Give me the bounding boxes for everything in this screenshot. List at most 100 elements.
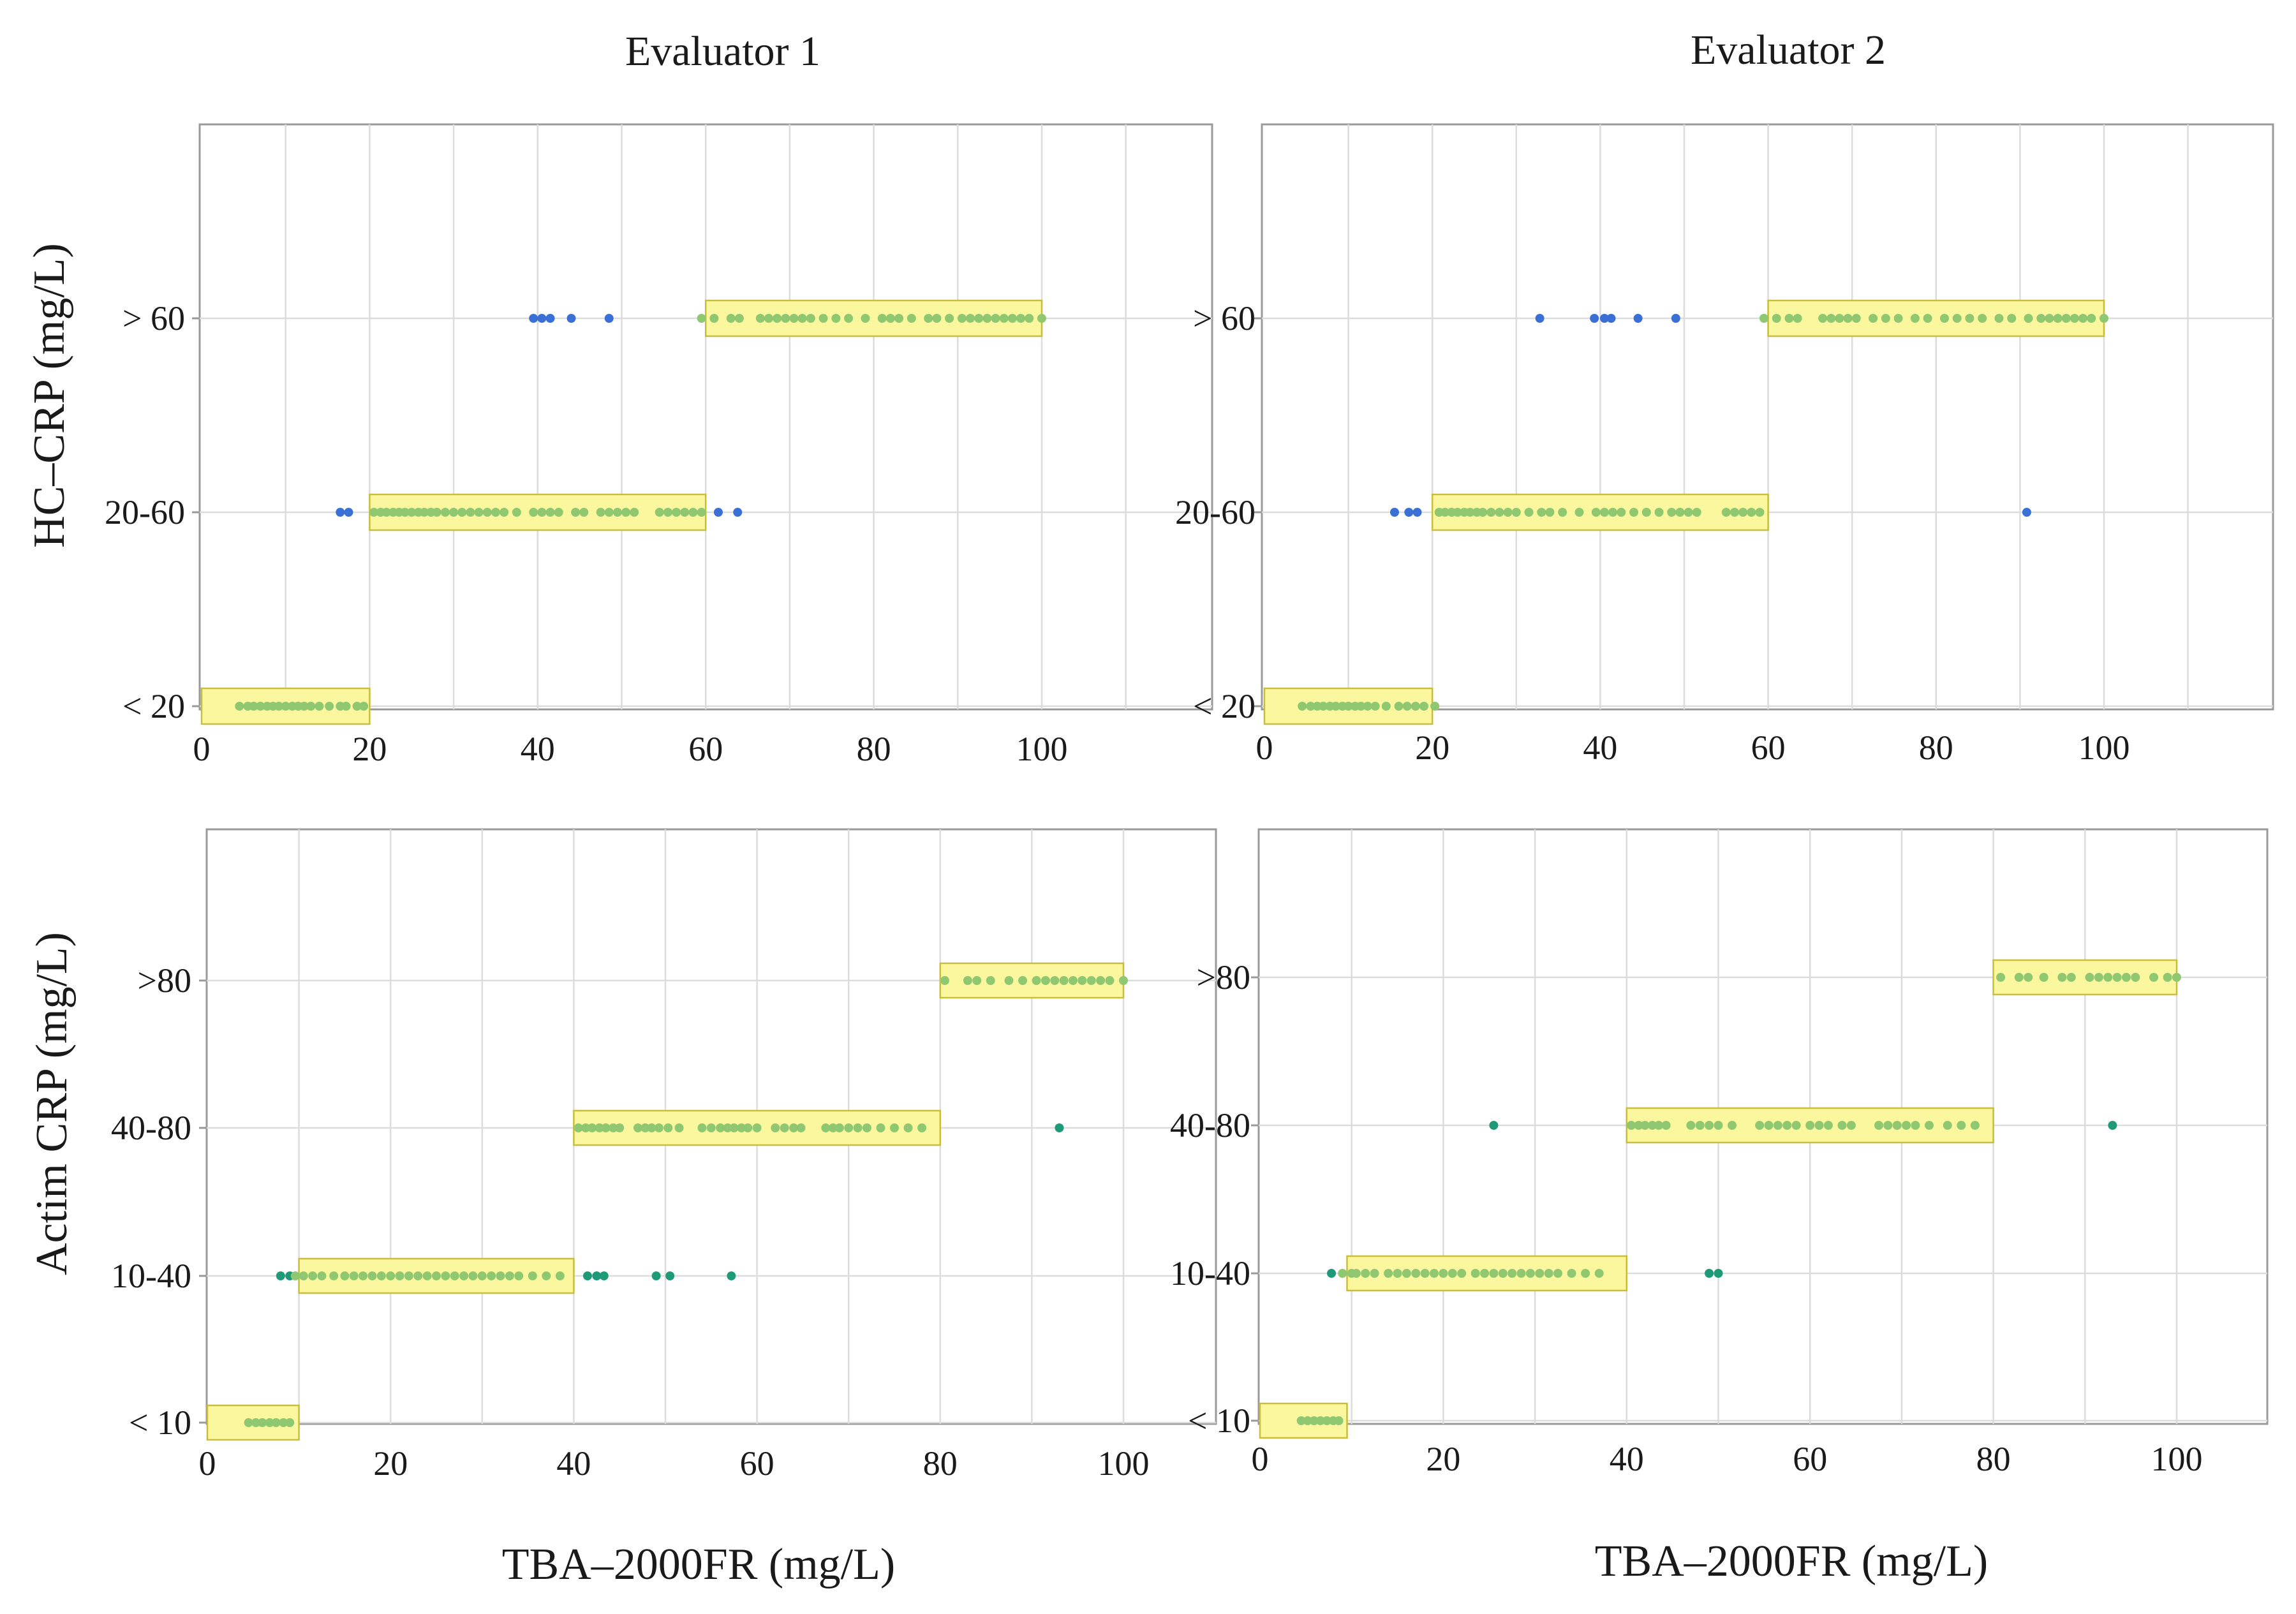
data-point-agree	[932, 314, 942, 323]
data-point-agree	[1032, 976, 1041, 985]
data-point-disagree	[529, 314, 538, 323]
data-point-agree	[2007, 314, 2017, 323]
data-point-agree	[1086, 976, 1096, 985]
data-point-agree	[487, 1271, 496, 1280]
x-tick-label: 40	[1610, 1440, 1644, 1478]
data-point-agree	[1096, 976, 1106, 985]
data-point-agree	[2121, 973, 2131, 982]
data-point-agree	[2163, 973, 2172, 982]
data-point-agree	[2024, 314, 2033, 323]
data-point-agree	[251, 1418, 261, 1427]
data-point-agree	[1402, 702, 1412, 711]
data-point-agree	[972, 976, 982, 985]
data-point-agree	[407, 508, 417, 517]
data-point-agree	[2085, 973, 2094, 982]
data-point-agree	[588, 1123, 597, 1132]
data-point-agree	[2014, 973, 2024, 982]
data-point-agree	[1344, 702, 1353, 711]
data-point-agree	[963, 976, 972, 985]
data-point-agree	[903, 1123, 913, 1132]
data-point-agree	[1306, 702, 1315, 711]
data-point-agree	[633, 1123, 642, 1132]
data-point-disagree	[1606, 314, 1616, 323]
y-tick-label: 20-60	[105, 493, 185, 531]
y-tick-label: 10-40	[1170, 1254, 1250, 1292]
data-point-agree	[1544, 1269, 1553, 1278]
data-point-agree	[907, 314, 916, 323]
data-point-agree	[1363, 702, 1372, 711]
data-point-agree	[1634, 1121, 1643, 1130]
data-point-disagree	[2108, 1121, 2117, 1130]
data-point-agree	[279, 1418, 288, 1427]
data-point-agree	[1411, 1269, 1421, 1278]
data-point-agree	[1837, 1121, 1847, 1130]
data-point-agree	[1814, 1121, 1824, 1130]
data-point-disagree	[1599, 314, 1609, 323]
data-point-agree	[876, 1123, 885, 1132]
data-point-agree	[734, 314, 744, 323]
data-point-agree	[496, 1271, 505, 1280]
data-point-agree	[999, 314, 1009, 323]
data-point-agree	[890, 1123, 899, 1132]
x-tick-label: 80	[1976, 1440, 2011, 1478]
data-point-agree	[422, 1271, 432, 1280]
data-point-agree	[2039, 973, 2048, 982]
data-point-agree	[609, 1123, 618, 1132]
data-point-agree	[1495, 508, 1504, 517]
data-point-disagree	[1590, 314, 1599, 323]
x-tick-label: 20	[1415, 729, 1449, 767]
data-point-agree	[844, 1123, 854, 1132]
y-tick-label: 40-80	[1170, 1106, 1250, 1144]
data-point-agree	[1334, 1416, 1344, 1425]
data-point-agree	[1338, 1269, 1347, 1278]
y-tick-label: 20-60	[1175, 493, 1255, 531]
data-point-agree	[2100, 314, 2108, 323]
x-tick-label: 0	[193, 730, 211, 768]
data-point-agree	[349, 1271, 359, 1280]
data-point-agree	[482, 508, 492, 517]
data-point-agree	[367, 1271, 377, 1280]
data-point-disagree	[727, 1271, 736, 1280]
data-point-agree	[1773, 1121, 1782, 1130]
data-point-agree	[341, 702, 351, 711]
data-point-agree	[271, 1418, 281, 1427]
data-point-agree	[1016, 314, 1026, 323]
data-point-agree	[359, 702, 369, 711]
data-point-agree	[1041, 976, 1050, 985]
data-point-agree	[1558, 508, 1567, 517]
column-title-evaluator-1: Evaluator 1	[625, 28, 820, 75]
data-point-agree	[1453, 508, 1462, 517]
data-point-agree	[449, 508, 459, 517]
data-point-agree	[1581, 1269, 1590, 1278]
data-point-agree	[615, 1123, 625, 1132]
data-point-agree	[737, 1123, 746, 1132]
data-point-agree	[781, 314, 790, 323]
data-point-agree	[1782, 1121, 1792, 1130]
data-point-disagree	[1633, 314, 1643, 323]
data-point-agree	[1498, 1269, 1507, 1278]
data-point-agree	[528, 1271, 537, 1280]
data-point-agree	[514, 1271, 524, 1280]
data-point-agree	[1826, 314, 1836, 323]
data-point-agree	[574, 1123, 583, 1132]
data-point-agree	[400, 508, 410, 517]
data-point-agree	[818, 314, 828, 323]
data-point-agree	[1018, 976, 1028, 985]
data-point-disagree	[1412, 508, 1422, 517]
data-point-agree	[1641, 508, 1651, 517]
data-point-agree	[274, 702, 284, 711]
data-point-agree	[1486, 508, 1496, 517]
data-point-agree	[308, 1271, 318, 1280]
data-point-agree	[595, 1123, 604, 1132]
data-point-agree	[290, 1271, 300, 1280]
x-tick-label: 20	[352, 730, 387, 768]
data-point-agree	[1448, 1269, 1457, 1278]
data-point-agree	[512, 508, 521, 517]
data-point-agree	[1970, 1121, 1980, 1130]
column-title-evaluator-2: Evaluator 2	[1691, 27, 1886, 73]
data-point-agree	[420, 508, 429, 517]
data-point-agree	[1893, 314, 1903, 323]
data-point-agree	[1489, 1269, 1499, 1278]
x-tick-label: 0	[199, 1444, 216, 1483]
data-point-agree	[1784, 314, 1794, 323]
